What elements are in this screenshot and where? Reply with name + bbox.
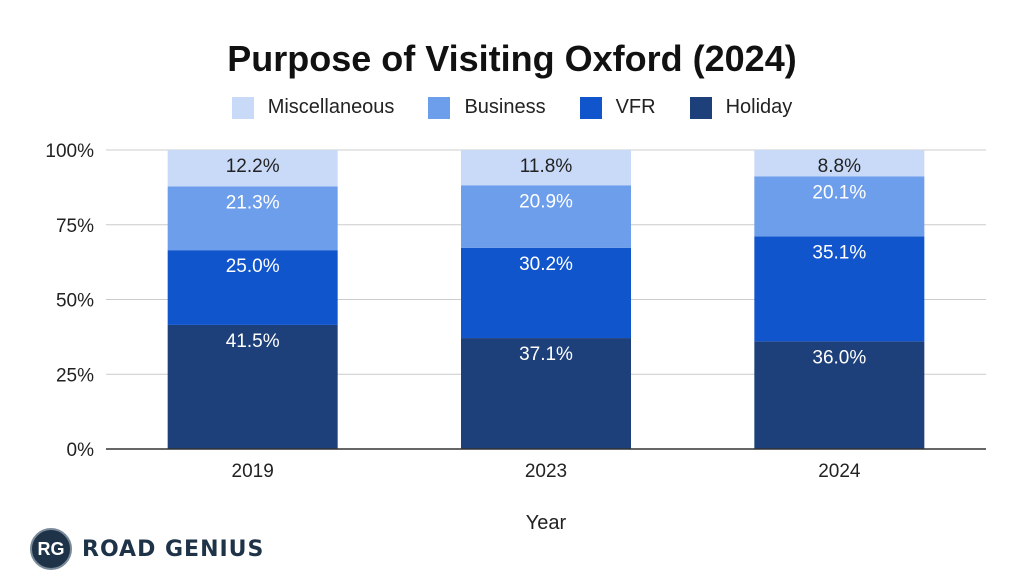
bar-business-2023	[461, 185, 631, 248]
legend-label-business: Business	[464, 96, 546, 118]
y-tick-label: 0%	[67, 440, 95, 461]
bar-miscellaneous-2019	[167, 150, 338, 187]
legend: Miscellaneous Business VFR Holiday	[0, 96, 1024, 119]
data-label: 25.0%	[226, 256, 280, 277]
legend-label-holiday: Holiday	[725, 96, 793, 118]
data-label: 37.1%	[519, 344, 573, 365]
legend-item-vfr: VFR	[579, 96, 656, 119]
data-label: 20.9%	[519, 191, 573, 212]
brand-name: ROAD GENIUS	[82, 536, 265, 562]
legend-label-vfr: VFR	[615, 96, 656, 118]
y-tick-label: 100%	[45, 141, 94, 162]
legend-swatch-holiday	[689, 96, 712, 119]
brand-logo: RG ROAD GENIUS	[30, 528, 264, 570]
brand-badge-icon: RG	[30, 528, 72, 570]
data-label: 12.2%	[226, 156, 280, 177]
data-label: 8.8%	[818, 156, 861, 177]
y-tick-label: 75%	[56, 216, 94, 237]
bar-vfr-2023	[461, 247, 631, 339]
x-axis-title: Year	[525, 512, 567, 534]
y-tick-label: 25%	[56, 365, 94, 386]
data-label: 35.1%	[812, 242, 866, 263]
bar-holiday-2019	[167, 324, 338, 449]
x-tick-label: 2019	[232, 461, 274, 482]
bar-holiday-2023	[461, 338, 631, 449]
bar-business-2024	[754, 176, 925, 237]
legend-label-miscellaneous: Miscellaneous	[267, 96, 395, 118]
data-label: 36.0%	[812, 347, 866, 368]
bar-miscellaneous-2023	[461, 150, 631, 186]
legend-swatch-business	[428, 96, 451, 119]
data-label: 11.8%	[520, 156, 573, 177]
data-label: 21.3%	[226, 192, 280, 213]
bar-holiday-2024	[754, 341, 925, 449]
legend-item-miscellaneous: Miscellaneous	[231, 96, 395, 119]
bar-vfr-2024	[754, 236, 925, 342]
bar-miscellaneous-2024	[754, 150, 925, 177]
x-tick-label: 2024	[818, 461, 861, 482]
y-tick-label: 50%	[56, 291, 94, 312]
legend-swatch-miscellaneous	[231, 96, 254, 119]
data-label: 20.1%	[812, 182, 866, 203]
bar-business-2019	[167, 186, 338, 251]
bar-vfr-2019	[167, 250, 338, 325]
legend-item-business: Business	[428, 96, 546, 119]
legend-swatch-vfr	[579, 96, 602, 119]
x-tick-label: 2023	[525, 461, 567, 482]
chart-title: Purpose of Visiting Oxford (2024)	[227, 38, 797, 79]
data-label: 30.2%	[519, 254, 573, 275]
data-label: 41.5%	[226, 331, 280, 352]
legend-item-holiday: Holiday	[689, 96, 793, 119]
